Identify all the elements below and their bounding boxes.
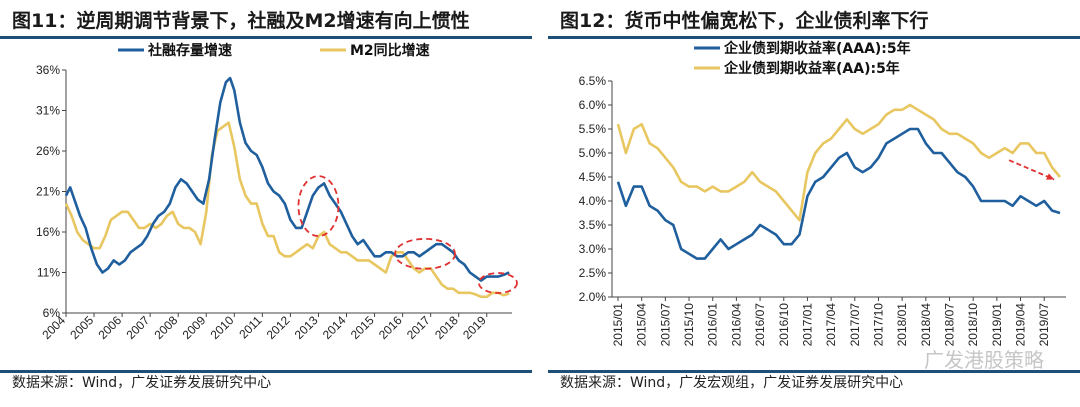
x-tick-label: 2017/07 bbox=[848, 303, 862, 347]
y-tick-label: 4.0% bbox=[579, 194, 607, 208]
x-tick-label: 2018 bbox=[432, 313, 461, 342]
watermark: 广发港股策略 bbox=[924, 348, 1044, 372]
x-tick-label: 2014 bbox=[320, 313, 349, 342]
source-rule-right bbox=[548, 370, 1080, 373]
chart-right-svg: 6.5% 6.0% 5.5% 5.0% 4.5% 4.0% 3.5% 3.0% 2.5% 2.0%… bbox=[579, 40, 1066, 347]
x-tick-label: 2017/04 bbox=[824, 303, 838, 347]
source-note-right: 数据来源：Wind，广发宏观组，广发证券发展研究中心 bbox=[560, 375, 904, 391]
source-rule-left bbox=[0, 370, 532, 373]
x-tick-label: 2018/04 bbox=[919, 303, 933, 347]
x-tick-label: 2012 bbox=[264, 313, 293, 342]
y-tick-label: 3.5% bbox=[579, 218, 607, 232]
x-tick-label: 2018/10 bbox=[966, 303, 980, 347]
chart-panel-left: 图11：逆周期调节背景下，社融及M2增速有向上惯性 36% 31% 26% 21% 16… bbox=[0, 0, 532, 407]
y-tick-label: 21% bbox=[36, 185, 60, 199]
chart-title-right: 图12：货币中性偏宽松下，企业债利率下行 bbox=[560, 10, 929, 32]
x-tick-label: 2016/07 bbox=[753, 303, 767, 347]
x-tick-label: 2013 bbox=[292, 313, 321, 342]
x-tick-label: 2019 bbox=[460, 313, 489, 342]
x-tick-label: 2018/01 bbox=[895, 303, 909, 347]
x-tick-label: 2019/07 bbox=[1037, 303, 1051, 347]
series-line bbox=[64, 76, 510, 282]
x-tick-label: 2016 bbox=[376, 313, 405, 342]
x-tick-label: 2016/10 bbox=[777, 303, 791, 347]
series-line bbox=[616, 127, 1061, 260]
x-tick-label: 2015/07 bbox=[658, 303, 672, 347]
chart-panel-right: 图12：货币中性偏宽松下，企业债利率下行 6.5% 6.0% 5.5% 5.0% 4.5… bbox=[548, 0, 1080, 407]
annotation-ellipse bbox=[478, 272, 518, 294]
x-tick-label: 2010 bbox=[208, 313, 237, 342]
y-tick-label: 4.5% bbox=[579, 170, 607, 184]
y-tick-label: 6.5% bbox=[579, 74, 607, 88]
y-tick-label: 31% bbox=[36, 104, 60, 118]
source-note-left: 数据来源：Wind，广发证券发展研究中心 bbox=[12, 375, 272, 391]
x-tick-label: 2015 bbox=[348, 313, 377, 342]
x-tick-label: 2015/10 bbox=[682, 303, 696, 347]
y-tick-label: 6.0% bbox=[579, 98, 607, 112]
x-tick-label: 2016/01 bbox=[706, 303, 720, 347]
y-tick-label: 2.0% bbox=[579, 290, 607, 304]
series-line bbox=[64, 121, 510, 299]
legend-label: 企业债到期收益率(AAA):5年 bbox=[723, 40, 911, 57]
series-line bbox=[616, 103, 1062, 222]
x-tick-label: 2016/04 bbox=[729, 303, 743, 347]
x-tick-label: 2019/04 bbox=[1014, 303, 1028, 347]
y-tick-label: 2.5% bbox=[579, 266, 607, 280]
legend-label: 社融存量增速 bbox=[147, 42, 232, 59]
annotation-ellipse bbox=[394, 237, 456, 270]
x-tick-label: 2019/01 bbox=[990, 303, 1004, 347]
x-tick-label: 2017/01 bbox=[800, 303, 814, 347]
legend-label: M2同比增速 bbox=[350, 42, 430, 59]
y-tick-label: 5.0% bbox=[579, 146, 607, 160]
x-tick-label: 2008 bbox=[152, 313, 181, 342]
title-rule-left bbox=[0, 36, 532, 39]
y-tick-label: 16% bbox=[36, 225, 60, 239]
y-tick-label: 3.0% bbox=[579, 242, 607, 256]
annotation-ellipse bbox=[297, 175, 340, 237]
legend-label: 企业债到期收益率(AA):5年 bbox=[723, 60, 900, 77]
chart-title-left: 图11：逆周期调节背景下，社融及M2增速有向上惯性 bbox=[12, 10, 470, 32]
y-tick-label: 36% bbox=[36, 63, 60, 77]
chart-left-svg: 36%31%26%21%16%11%6%2004 2005 2006 2007 2008… bbox=[36, 42, 518, 342]
x-tick-label: 2006 bbox=[95, 313, 124, 342]
x-tick-label: 2011 bbox=[236, 313, 264, 341]
y-tick-label: 26% bbox=[36, 144, 60, 158]
y-tick-label: 6% bbox=[43, 306, 61, 320]
annotation-arrow-shaft bbox=[1008, 159, 1055, 181]
x-tick-label: 2005 bbox=[67, 313, 96, 342]
annotation-arrow-head bbox=[1046, 173, 1055, 180]
x-tick-label: 2017 bbox=[404, 313, 433, 342]
x-tick-label: 2009 bbox=[180, 313, 209, 342]
x-tick-label: 2015/04 bbox=[635, 303, 649, 347]
x-tick-label: 2018/07 bbox=[943, 303, 957, 347]
title-rule-right bbox=[548, 36, 1080, 39]
y-tick-label: 5.5% bbox=[579, 122, 607, 136]
x-tick-label: 2017/10 bbox=[871, 303, 885, 347]
x-tick-label: 2007 bbox=[123, 313, 152, 342]
x-tick-label: 2015/01 bbox=[611, 303, 625, 347]
y-tick-label: 11% bbox=[37, 266, 60, 280]
